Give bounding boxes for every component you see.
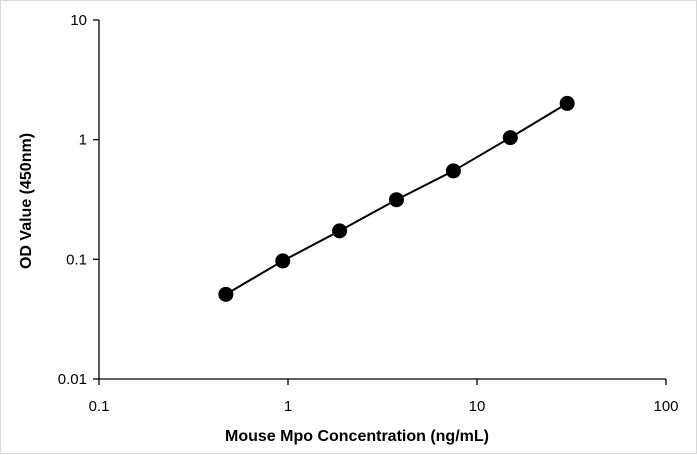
axes [98, 20, 666, 380]
y-axis-title: OD Value (450nm) [18, 133, 35, 269]
data-point [218, 286, 234, 302]
data-point [445, 163, 461, 179]
ticks [93, 19, 667, 385]
x-axis-title: Mouse Mpo Concentration (ng/mL) [225, 428, 489, 445]
x-tick-label: 10 [469, 398, 486, 415]
data-point [275, 253, 291, 269]
y-tick-label: 0.1 [66, 251, 87, 268]
data-point [559, 95, 575, 111]
y-tick-label: 10 [70, 12, 87, 29]
x-tick-label: 0.1 [89, 398, 110, 415]
tick-labels: 0.1 1 10 100 0.01 0.1 1 10 [58, 12, 679, 415]
x-tick-label: 100 [653, 398, 678, 415]
series [218, 95, 575, 302]
data-point [502, 130, 518, 146]
data-point [388, 192, 404, 208]
x-tick-label: 1 [284, 398, 292, 415]
y-tick-label: 0.01 [58, 371, 87, 388]
data-point [332, 223, 348, 239]
y-tick-label: 1 [79, 132, 87, 149]
